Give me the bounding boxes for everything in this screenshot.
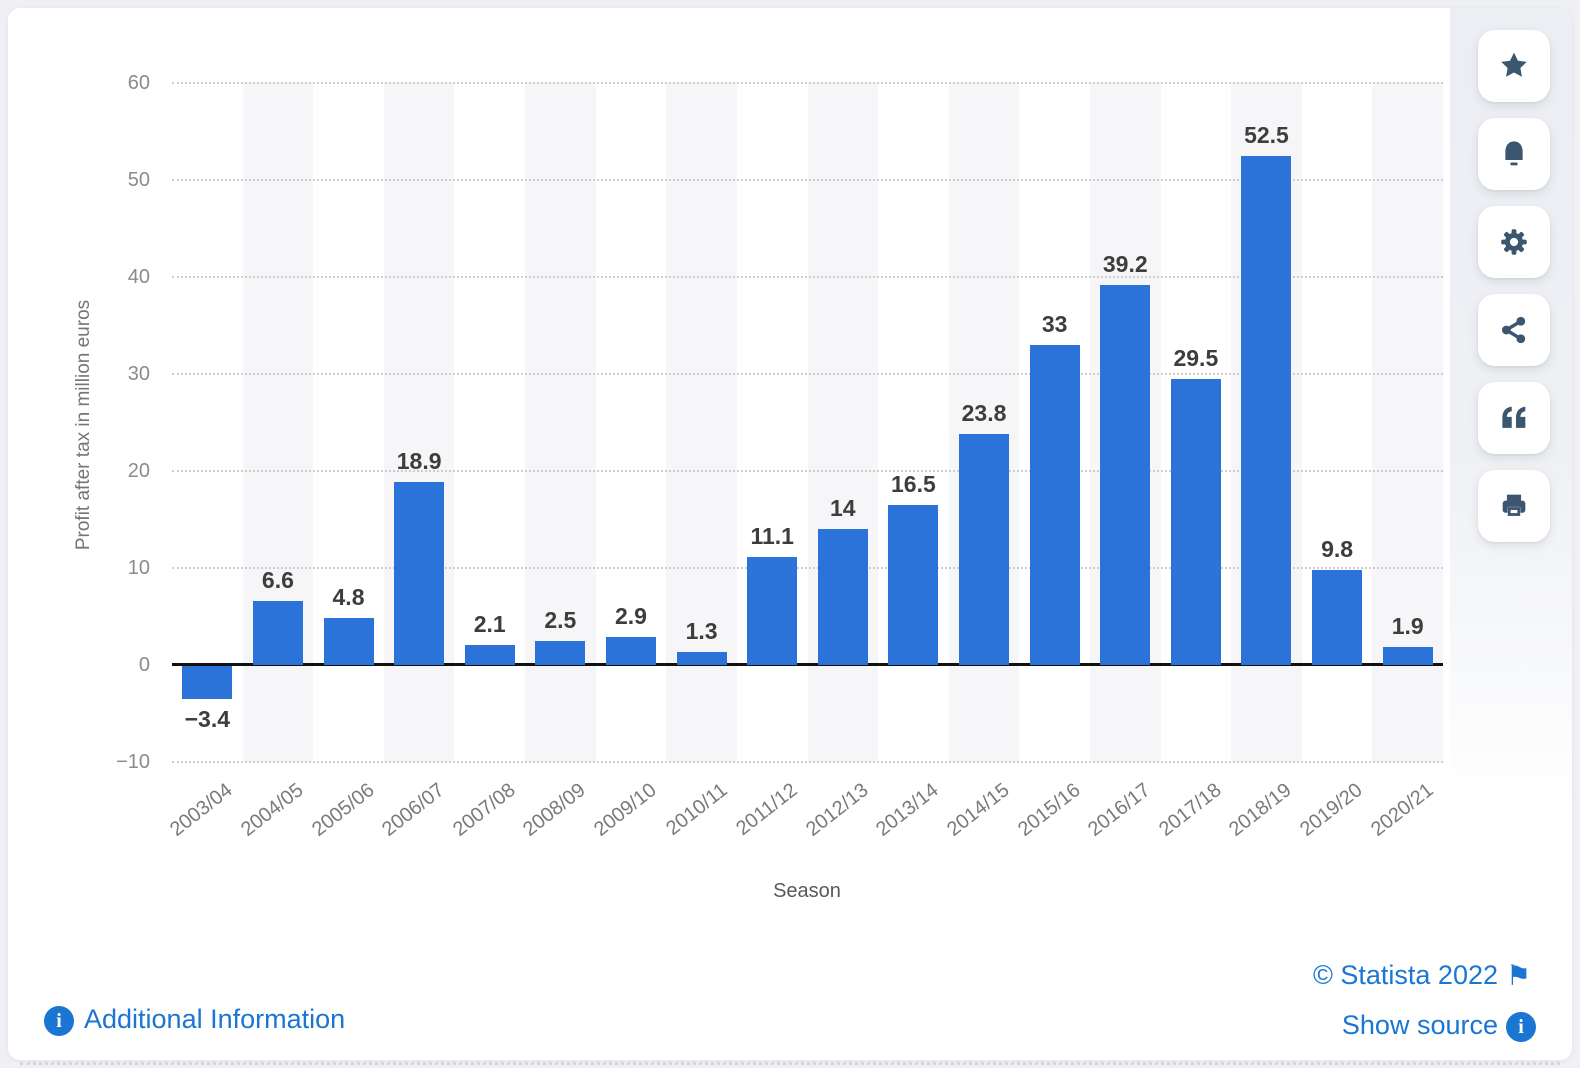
additional-information-link[interactable]: Additional Information [84,1004,346,1034]
bar[interactable] [747,557,798,665]
y-axis-tick-label: −10 [116,751,150,773]
x-axis-tick-label: 2004/05 [236,779,308,841]
bar-value-label: 6.6 [261,566,294,593]
bar-value-label: 18.9 [396,447,442,474]
bar-value-label: 11.1 [750,523,794,550]
category-stripe [666,83,737,762]
x-axis-tick-label: 2003/04 [166,779,237,841]
bar-value-label: 2.5 [544,606,577,633]
y-axis-tick-label: 10 [127,557,150,579]
bar[interactable] [1382,646,1433,665]
x-axis-tick-label: 2019/20 [1296,779,1367,841]
gridline [172,82,1443,84]
x-axis-title: Season [773,880,841,902]
bar-value-label: 1.9 [1391,612,1424,639]
bar-value-label: 39.2 [1102,250,1148,277]
y-axis-tick-label: 30 [127,363,150,385]
bar[interactable] [464,644,515,665]
bar[interactable] [888,504,939,665]
bar-value-label: 16.5 [891,470,936,497]
additional-info-icon[interactable]: i [44,1006,74,1036]
bar[interactable] [535,640,586,665]
bar[interactable] [182,666,233,699]
x-axis-tick-label: 2015/16 [1013,779,1085,841]
gridline [172,373,1443,375]
x-axis-tick-label: 2011/12 [732,779,802,840]
bar-value-label: −3.4 [184,705,230,732]
print-button[interactable] [1478,470,1550,542]
x-axis-tick-label: 2009/10 [589,779,661,841]
bar[interactable] [252,600,303,665]
y-axis-title: Profit after tax in million euros [73,299,94,551]
cite-button[interactable] [1478,382,1550,454]
gear-icon [1497,225,1531,259]
quote-icon [1497,401,1531,435]
star-icon [1497,49,1531,83]
bar[interactable] [394,481,445,665]
show-source-info-icon[interactable]: i [1506,1012,1536,1042]
x-axis-tick-label: 2012/13 [801,779,873,841]
bar-value-label: 29.5 [1173,344,1219,371]
share-button[interactable] [1478,294,1550,366]
bar-value-label: 2.1 [473,610,506,637]
bar[interactable] [1170,378,1221,665]
bar[interactable] [1312,569,1363,665]
bar[interactable] [323,618,374,665]
y-axis-tick-label: 0 [138,654,150,676]
bar[interactable] [605,636,656,665]
x-axis-line [172,663,1443,666]
bar-value-label: 4.8 [332,584,365,611]
bar-value-label: 14 [830,495,856,522]
x-axis-tick-label: 2018/19 [1225,779,1297,841]
x-axis-tick-label: 2020/21 [1366,779,1438,841]
gridline [172,179,1443,181]
bar[interactable] [676,652,727,665]
bell-icon [1497,137,1531,171]
bar-value-label: 33 [1041,310,1068,337]
bar-value-label: 1.3 [685,618,718,645]
y-axis-tick-label: 50 [127,169,150,191]
printer-icon [1497,489,1531,523]
share-icon [1497,313,1531,347]
gridline [172,470,1443,472]
alerts-button[interactable] [1478,118,1550,190]
y-axis-tick-label: 60 [127,72,150,94]
show-source-link[interactable]: Show source [1341,1010,1498,1040]
x-axis-tick-label: 2007/08 [448,779,520,841]
settings-button[interactable] [1478,206,1550,278]
x-axis-tick-label: 2016/17 [1084,779,1155,841]
bar-value-label: 9.8 [1321,535,1354,562]
bar[interactable] [1029,344,1080,665]
favorite-button[interactable] [1478,30,1550,102]
gridline [172,761,1443,763]
bar-value-label: 2.9 [614,602,647,629]
bar[interactable] [959,434,1010,665]
bar-value-label: 23.8 [961,400,1007,427]
bar[interactable] [1100,284,1151,665]
gridline [172,567,1443,569]
x-axis-tick-label: 2014/15 [943,779,1014,841]
x-axis-tick-label: 2006/07 [378,779,449,841]
statista-copyright-link[interactable]: © Statista 2022 [1312,960,1498,990]
bar[interactable] [1241,155,1292,665]
bar[interactable] [817,529,868,665]
bar-value-label: 52.5 [1244,121,1289,148]
gridline [172,276,1443,278]
y-axis-tick-label: 20 [127,460,150,482]
bottom-separator [20,1062,1560,1065]
flag-icon[interactable]: ⚑ [1506,960,1532,991]
y-axis-tick-label: 40 [127,266,150,288]
x-axis-tick-label: 2010/11 [661,779,732,840]
x-axis-tick-label: 2008/09 [519,779,590,841]
x-axis-tick-label: 2017/18 [1154,779,1226,841]
x-axis-tick-label: 2013/14 [872,779,943,841]
x-axis-tick-label: 2005/06 [307,779,379,841]
